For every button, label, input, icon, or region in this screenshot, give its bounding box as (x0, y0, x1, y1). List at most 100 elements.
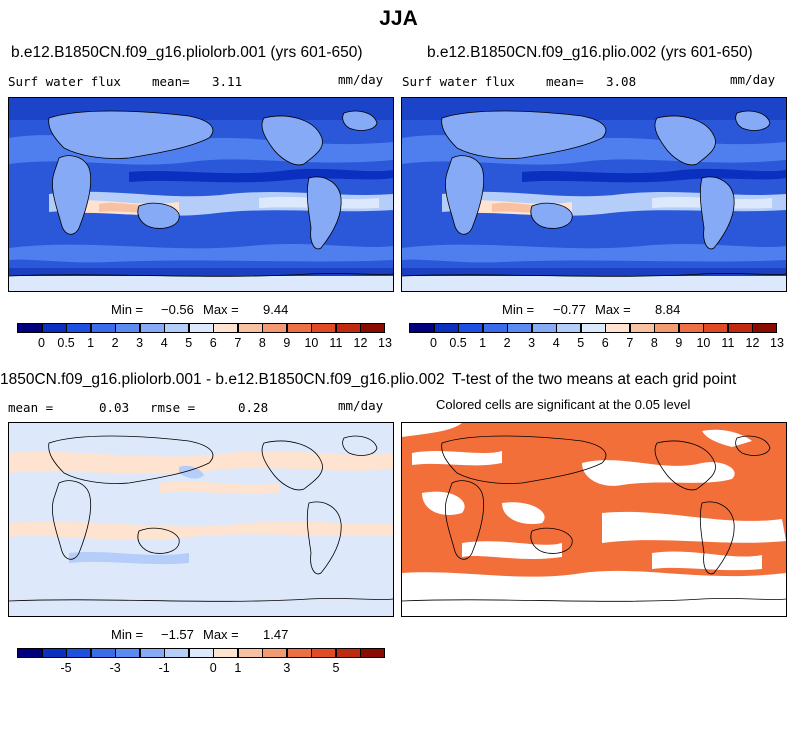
panel3-colorbar-color-box (139, 648, 165, 658)
panel3-title: 1850CN.f09_g16.pliolorb.001 - b.e12.B185… (0, 371, 445, 388)
panel2-colorbar-color-box (727, 323, 753, 333)
panel3-colorbar-color-box (41, 648, 67, 658)
panel4-map (401, 422, 787, 617)
panel3-colorbar-color-box (311, 648, 337, 658)
panel3-map (8, 422, 394, 617)
panel1-colorbar-color-box (188, 323, 214, 333)
panel1-colorbar-color-box (237, 323, 263, 333)
panel2-max-label: Max = (595, 302, 631, 317)
panel2-colorbar-tick-label: 8 (650, 336, 658, 350)
panel3-colorbar-tick-label: 3 (283, 661, 291, 675)
panel2-colorbar-tick-label: 5 (577, 336, 585, 350)
panel2-colorbar-tick-label: 13 (770, 336, 784, 350)
panel2-colorbar-tick-label: 3 (528, 336, 536, 350)
panel1-min-value: −0.56 (161, 302, 194, 317)
panel1-max-value: 9.44 (263, 302, 289, 317)
panel1-colorbar-tick-label: 13 (378, 336, 392, 350)
panel2-title: b.e12.B1850CN.f09_g16.plio.002 (yrs 601-… (427, 44, 753, 61)
panel1-colorbar-color-box (115, 323, 141, 333)
panel2-colorbar-tick-label: 9 (675, 336, 683, 350)
panel2-colorbar: 0 0.5 1 2 3 4 5 6 7 8 9 10 11 12 13 (409, 323, 784, 351)
panel2-colorbar-tick-label: 4 (552, 336, 560, 350)
panel2-colorbar-color-box (507, 323, 533, 333)
panel2-colorbar-color-box (580, 323, 606, 333)
panel2-colorbar-tick-label: 6 (601, 336, 609, 350)
panel1-colorbar-tick-label: 12 (353, 336, 368, 350)
panel1-colorbar-color-box (41, 323, 67, 333)
panel3-colorbar-color-box (360, 648, 386, 658)
panel2-min-label: Min = (502, 302, 535, 317)
panel1-colorbar-tick-label: 2 (111, 336, 119, 350)
panel2-max-value: 8.84 (655, 302, 681, 317)
panel2-colorbar-color-box (482, 323, 508, 333)
panel4-subtitle: Colored cells are significant at the 0.0… (436, 397, 691, 412)
panel1-colorbar-tick-label: 10 (304, 336, 319, 350)
panel3-colorbar-color-box (164, 648, 190, 658)
panel3-units: mm/day (338, 398, 384, 413)
panel1-colorbar-tick-label: 5 (185, 336, 193, 350)
panel1-colorbar-tick-label: 9 (283, 336, 291, 350)
panel4-title: T-test of the two means at each grid poi… (452, 371, 737, 388)
panel2-colorbar-color-box (629, 323, 655, 333)
panel2-min-value: −0.77 (553, 302, 586, 317)
figure-title: JJA (379, 7, 418, 30)
panel3-min-label: Min = (111, 627, 144, 642)
panel2-colorbar-tick-label: 11 (721, 336, 735, 350)
panel1-map (8, 97, 394, 292)
panel1-colorbar-tick-label: 1 (87, 336, 95, 350)
panel1-colorbar-color-box (286, 323, 312, 333)
panel2-colorbar-color-box (678, 323, 704, 333)
panel1-colorbar-tick-label: 0 (38, 336, 46, 350)
panel3-colorbar-tick-label: -1 (158, 661, 170, 675)
panel2-colorbar-color-box (409, 323, 435, 333)
panel1-min-label: Min = (111, 302, 144, 317)
panel2-mean-value: 3.08 (606, 74, 637, 89)
panel3-colorbar-color-box (335, 648, 361, 658)
panel3-max-label: Max = (203, 627, 239, 642)
panel1-colorbar-tick-label: 3 (136, 336, 144, 350)
panel3-colorbar-tick-label: -3 (109, 661, 121, 675)
panel1-colorbar-tick-label: 7 (234, 336, 242, 350)
panel1-colorbar-color-box (360, 323, 386, 333)
panel3-rmse-label: rmse = (150, 400, 196, 415)
panel1-colorbar-color-box (17, 323, 43, 333)
panel3-min-value: −1.57 (161, 627, 194, 642)
panel1-colorbar-color-box (311, 323, 337, 333)
panel1-colorbar-color-box (139, 323, 165, 333)
panel1-colorbar-tick-label: 8 (258, 336, 266, 350)
panel2-colorbar-color-box (458, 323, 484, 333)
panel1-mean-label: mean= (152, 74, 190, 89)
panel3-colorbar-tick-label: -5 (60, 661, 72, 675)
panel3-colorbar-color-box (115, 648, 141, 658)
panel2-variable: Surf water flux (402, 74, 515, 89)
panel1-variable: Surf water flux (8, 74, 121, 89)
panel1-units: mm/day (338, 72, 384, 87)
panel2-map (401, 97, 787, 292)
panel2-colorbar-tick-label: 0.5 (449, 336, 467, 350)
panel2-colorbar-tick-label: 10 (696, 336, 711, 350)
panel3-rmse-value: 0.28 (238, 400, 269, 415)
panel3-mean-value: 0.03 (99, 400, 130, 415)
panel3-max-value: 1.47 (263, 627, 289, 642)
panel1-title: b.e12.B1850CN.f09_g16.pliolorb.001 (yrs … (11, 44, 363, 61)
panel3-colorbar-color-box (262, 648, 288, 658)
panel3-colorbar-color-box (17, 648, 43, 658)
panel1-colorbar-color-box (164, 323, 190, 333)
panel1-colorbar-tick-label: 0.5 (57, 336, 75, 350)
panel3-colorbar-color-box (237, 648, 263, 658)
panel1-colorbar-color-box (262, 323, 288, 333)
panel2-colorbar-tick-label: 0 (430, 336, 438, 350)
panel2-mean-label: mean= (546, 74, 584, 89)
panel2-colorbar-tick-label: 2 (503, 336, 511, 350)
panel2-colorbar-tick-label: 7 (626, 336, 634, 350)
panel2-colorbar-tick-label: 1 (479, 336, 487, 350)
panel3-colorbar-color-box (188, 648, 214, 658)
panel1-colorbar: 0 0.5 1 2 3 4 5 6 7 8 9 10 11 12 13 (17, 323, 392, 351)
panel2-colorbar-color-box (531, 323, 557, 333)
panel3-colorbar-color-box (286, 648, 312, 658)
panel2-colorbar-color-box (752, 323, 778, 333)
panel1-colorbar-color-box (335, 323, 361, 333)
panel2-colorbar-color-box (703, 323, 729, 333)
panel1-colorbar-tick-label: 6 (209, 336, 217, 350)
panel2-colorbar-color-box (654, 323, 680, 333)
